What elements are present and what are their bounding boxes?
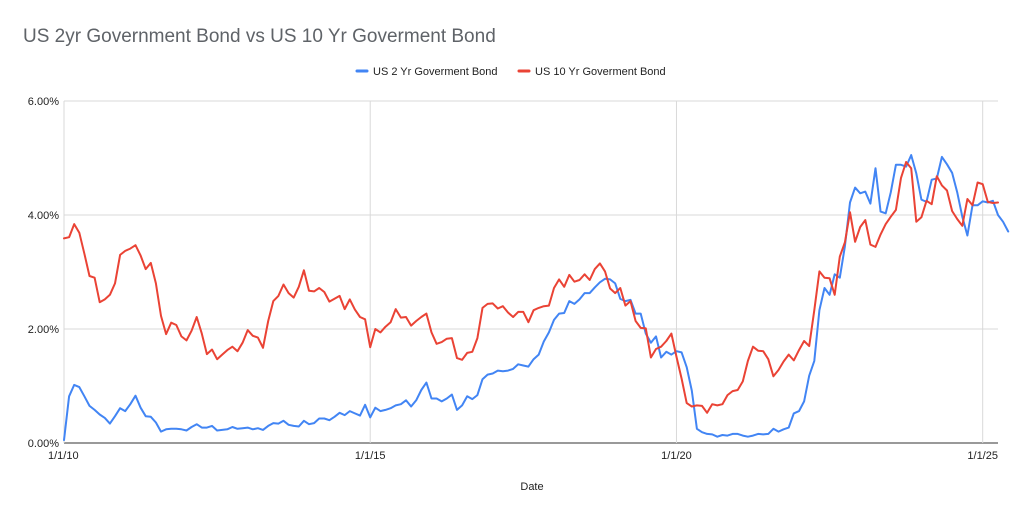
x-tick-label: 1/1/10 <box>48 450 79 462</box>
x-tick-label: 1/1/15 <box>355 450 386 462</box>
x-axis-ticks: 1/1/10 1/1/15 1/1/20 1/1/25 <box>48 450 998 462</box>
x-axis-title: Date <box>520 481 543 493</box>
y-tick-label: 0.00% <box>28 438 59 450</box>
legend-label: US 2 Yr Goverment Bond <box>373 66 498 78</box>
legend-item-us-10yr: US 10 Yr Goverment Bond <box>517 66 666 78</box>
x-tick-label: 1/1/25 <box>967 450 998 462</box>
legend-label: US 10 Yr Goverment Bond <box>535 66 666 78</box>
y-tick-label: 2.00% <box>28 324 59 336</box>
x-tick-label: 1/1/20 <box>661 450 692 462</box>
series-line-us-10yr <box>63 161 999 414</box>
y-axis-ticks: 0.00% 2.00% 4.00% 6.00% <box>28 96 59 450</box>
gridlines <box>63 100 998 444</box>
legend-item-us-2yr: US 2 Yr Goverment Bond <box>355 66 498 78</box>
series-line-us-2yr <box>63 154 1010 442</box>
y-tick-label: 6.00% <box>28 96 59 108</box>
series-layer <box>63 154 1010 442</box>
chart-title: US 2yr Government Bond vs US 10 Yr Gover… <box>23 26 496 47</box>
y-tick-label: 4.00% <box>28 210 59 222</box>
legend: US 2 Yr Goverment Bond US 10 Yr Goverment… <box>355 66 666 78</box>
